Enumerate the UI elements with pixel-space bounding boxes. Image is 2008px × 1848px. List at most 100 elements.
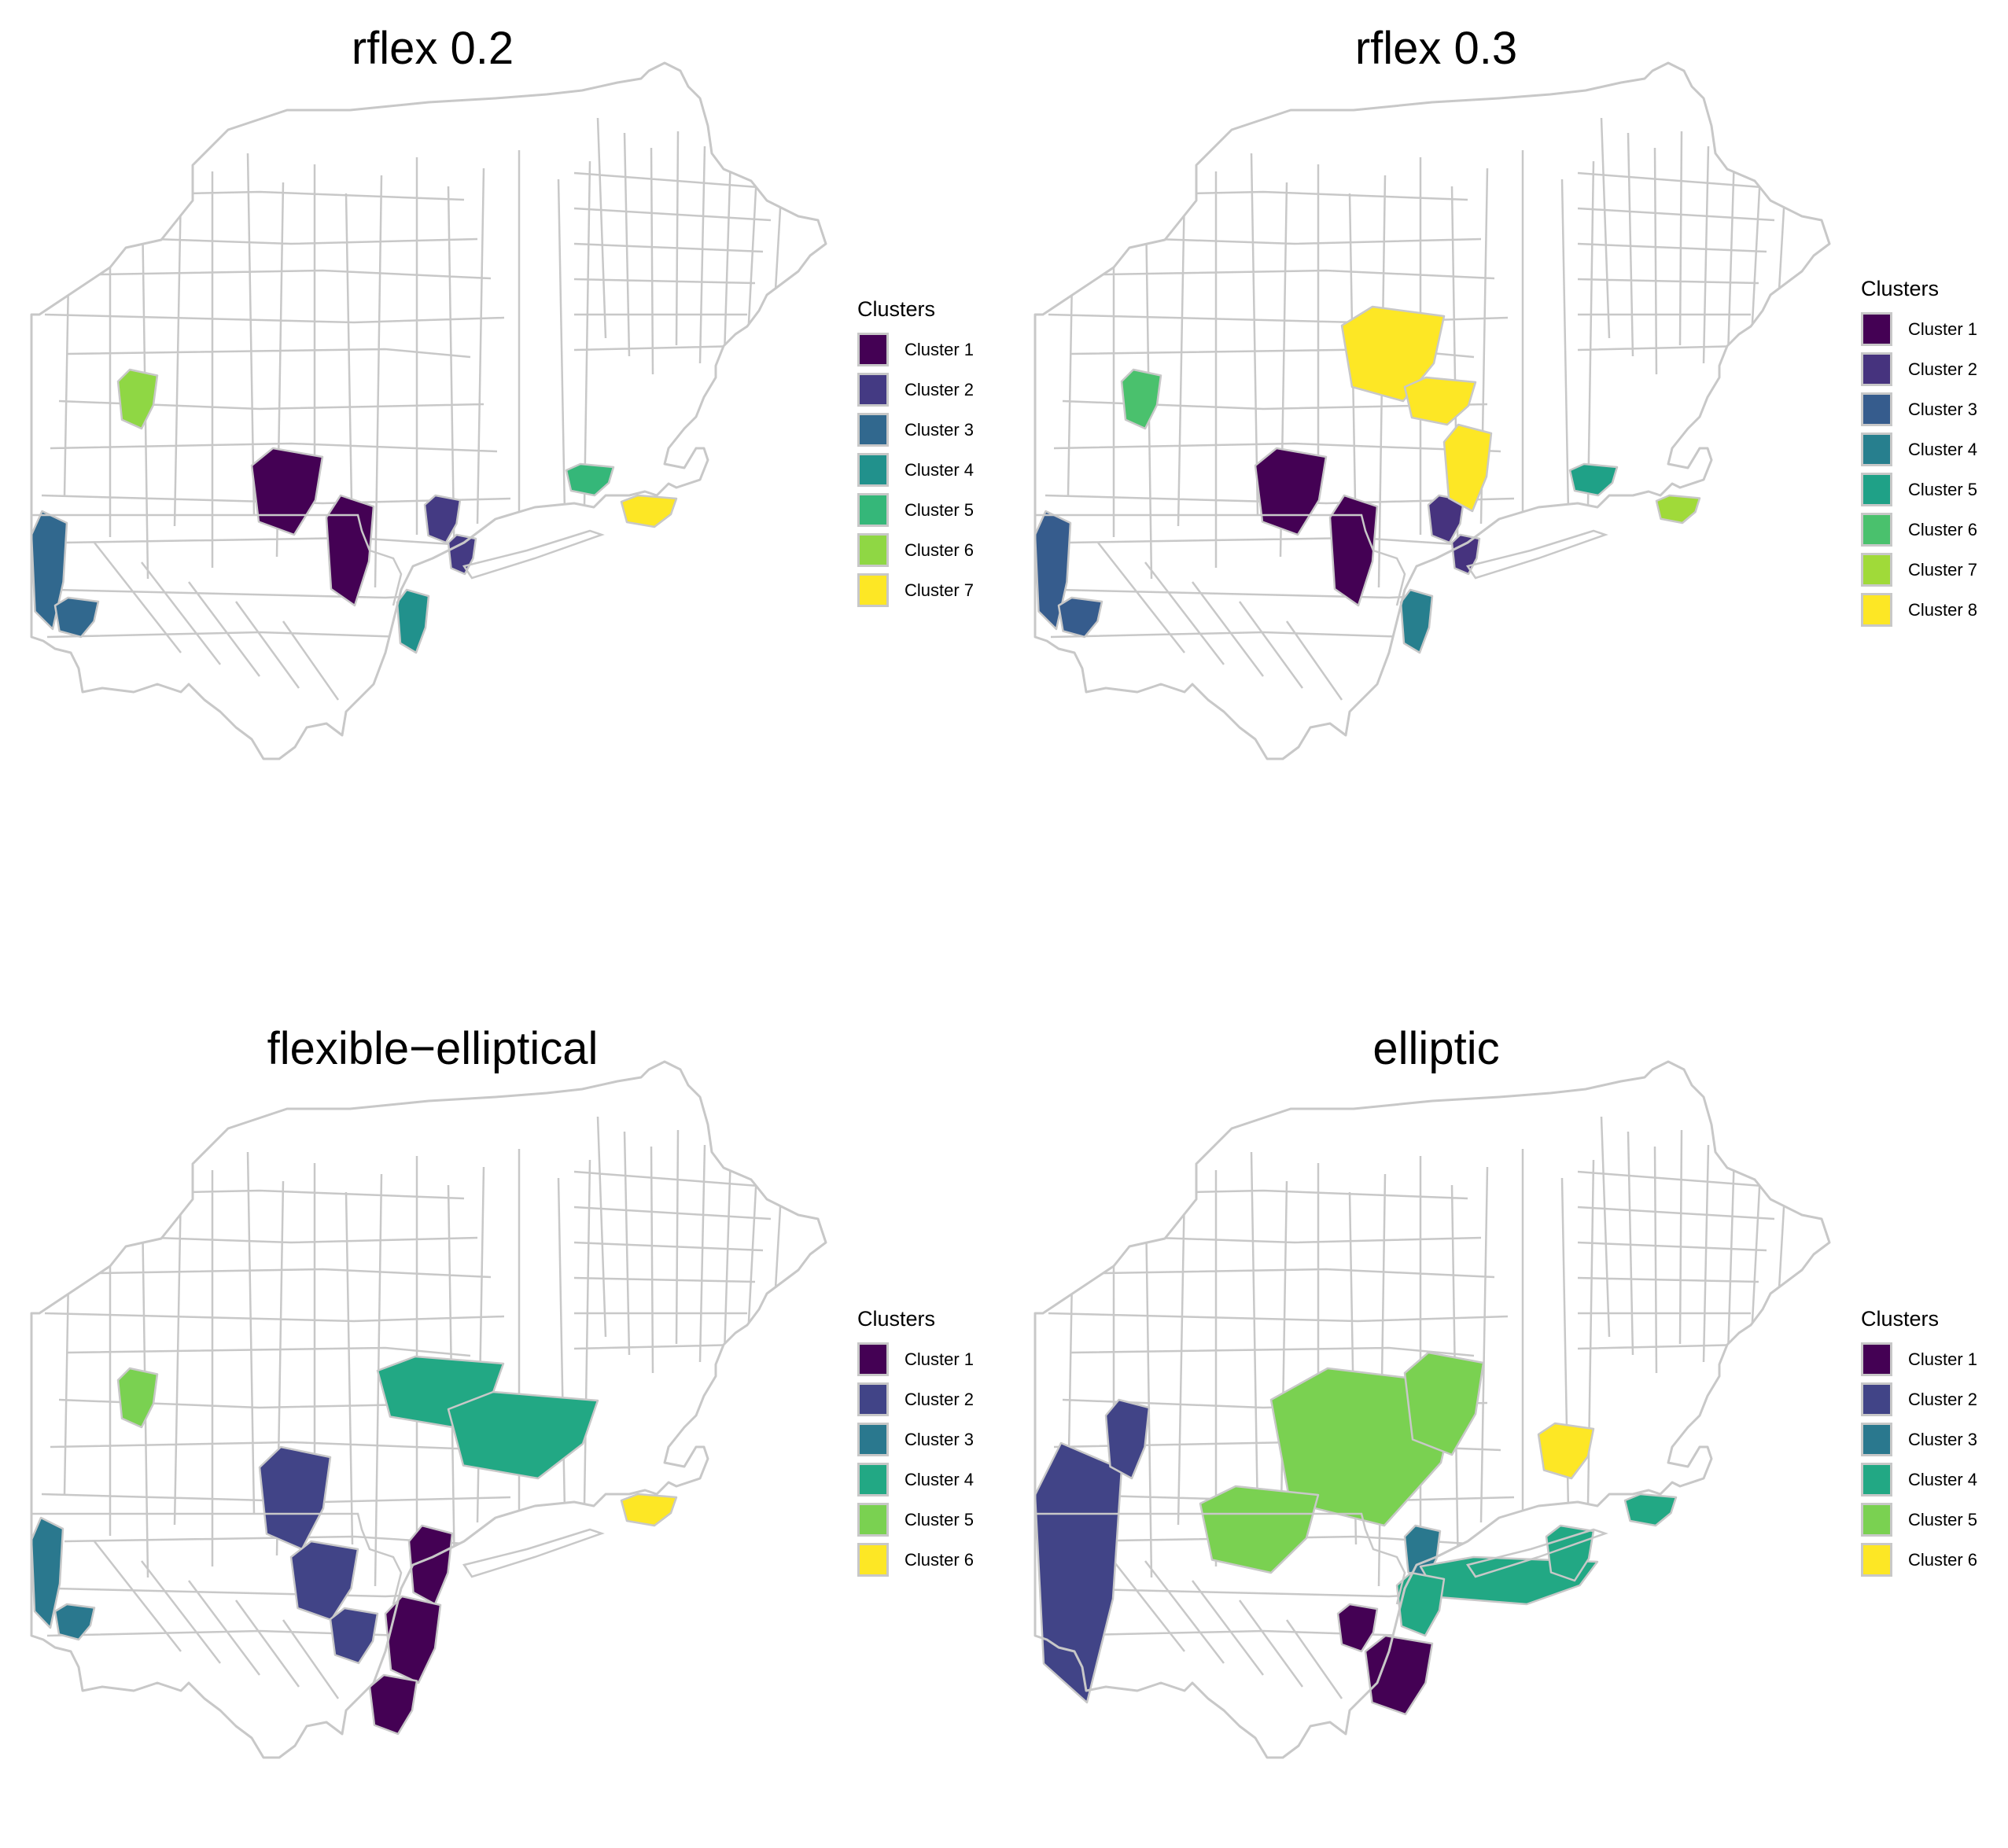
cluster-region <box>407 1524 454 1606</box>
legend-label: Cluster 1 <box>905 1349 975 1369</box>
legend-swatch <box>1861 473 1892 506</box>
cluster-region <box>1104 1398 1151 1480</box>
legend-item: Cluster 1 <box>1861 309 1977 349</box>
cluster-region <box>1623 1493 1678 1527</box>
cluster-region <box>1450 533 1481 576</box>
legend-label: Cluster 3 <box>1908 1429 1978 1449</box>
cluster-region <box>1254 447 1328 536</box>
cluster-region <box>1655 494 1701 525</box>
region-outline <box>30 1060 827 1759</box>
legend-label: Cluster 6 <box>905 539 975 560</box>
cluster-region <box>116 1367 159 1429</box>
cluster-region <box>423 494 462 544</box>
region-map <box>30 1060 827 1759</box>
legend-item: Cluster 1 <box>857 329 974 370</box>
legend-swatch <box>857 453 889 487</box>
cluster-region <box>1033 1441 1123 1704</box>
cluster-region <box>1537 1422 1595 1480</box>
cluster-region <box>1336 1603 1379 1653</box>
legend-item: Cluster 5 <box>1861 1500 1977 1540</box>
state-border <box>31 514 403 606</box>
legend-item: Cluster 2 <box>1861 349 1977 389</box>
cluster-region <box>1328 494 1379 607</box>
cluster-region <box>289 1540 359 1622</box>
legend-label: Cluster 7 <box>905 580 975 600</box>
cluster-region <box>1057 596 1103 639</box>
cluster-region <box>1340 305 1446 403</box>
map-panel-flexible-elliptical: flexible−elliptical Clusters Cluster 1 Cl… <box>0 924 1004 1848</box>
legend-item: Cluster 4 <box>1861 429 1977 469</box>
county-borders <box>39 1116 787 1699</box>
cluster-region <box>250 447 324 536</box>
legend-label: Cluster 5 <box>1908 479 1978 499</box>
legend-swatch <box>857 493 889 527</box>
region-outline <box>1033 61 1831 760</box>
county-border-lines <box>1042 1116 1790 1699</box>
map-panel-rflex-02: rflex 0.2 Clusters Cluster 1 Cluster 2 Clu… <box>0 0 1004 924</box>
legend-swatch <box>1861 513 1892 547</box>
legend-swatch <box>857 573 889 607</box>
cluster-region <box>1403 376 1477 426</box>
legend: Clusters Cluster 1 Cluster 2 Cluster 3 Clus… <box>857 1307 974 1580</box>
legend-swatch <box>1861 1423 1892 1456</box>
legend-label: Cluster 2 <box>1908 359 1978 379</box>
region-outline <box>30 61 827 760</box>
legend-item: Cluster 6 <box>857 530 974 570</box>
legend-swatch <box>857 1382 889 1416</box>
cluster-region <box>396 588 430 654</box>
cluster-region <box>447 533 477 576</box>
legend-item: Cluster 5 <box>857 490 974 530</box>
panel-title: elliptic <box>1372 1023 1500 1074</box>
cluster-region <box>53 596 100 639</box>
cluster-region <box>1403 1351 1485 1456</box>
legend-item: Cluster 7 <box>857 570 974 610</box>
county-border-lines <box>39 117 787 701</box>
long-island-outline <box>1465 529 1608 580</box>
legend-label: Cluster 2 <box>905 1389 975 1409</box>
cluster-region <box>329 1607 379 1665</box>
legend-item: Cluster 3 <box>1861 1419 1977 1460</box>
legend-swatch <box>1861 433 1892 466</box>
panel-title: rflex 0.2 <box>351 23 514 74</box>
legend-item: Cluster 4 <box>857 1460 974 1500</box>
legend-item: Cluster 2 <box>857 1379 974 1419</box>
legend-item: Cluster 5 <box>857 1500 974 1540</box>
county-border-lines <box>39 1116 787 1699</box>
panel-title: rflex 0.3 <box>1354 23 1518 74</box>
legend-item: Cluster 1 <box>1861 1339 1977 1379</box>
cluster-region <box>258 1445 332 1551</box>
cluster-region <box>368 1673 418 1736</box>
legend-label: Cluster 4 <box>1908 439 1978 459</box>
cluster-region <box>116 368 159 430</box>
region-outline <box>1033 1060 1831 1759</box>
legend-label: Cluster 1 <box>1908 318 1978 339</box>
legend-label: Cluster 6 <box>1908 1549 1978 1570</box>
cluster-region <box>620 494 678 528</box>
state-border <box>31 1512 403 1605</box>
legend-label: Cluster 6 <box>905 1549 975 1570</box>
legend-item: Cluster 6 <box>1861 1540 1977 1580</box>
legend-swatch <box>1861 593 1892 627</box>
legend-swatch <box>1861 1342 1892 1376</box>
long-island-outline <box>462 529 605 580</box>
state-border <box>1035 514 1406 606</box>
cluster-region <box>384 1595 442 1684</box>
legend-label: Cluster 1 <box>1908 1349 1978 1369</box>
legend-label: Cluster 7 <box>1908 559 1978 580</box>
cluster-region <box>447 1390 599 1480</box>
region-map <box>1033 1060 1831 1759</box>
legend-label: Cluster 2 <box>905 379 975 399</box>
legend-label: Cluster 3 <box>905 1429 975 1449</box>
legend-label: Cluster 3 <box>1908 399 1978 419</box>
legend-label: Cluster 4 <box>905 1469 975 1489</box>
legend-label: Cluster 8 <box>1908 599 1978 620</box>
legend-label: Cluster 5 <box>1908 1509 1978 1530</box>
legend-label: Cluster 1 <box>905 339 975 359</box>
legend-swatch <box>1861 553 1892 587</box>
county-borders <box>1042 1116 1790 1699</box>
legend-swatch <box>857 373 889 407</box>
cluster-region <box>1427 494 1465 544</box>
legend: Clusters Cluster 1 Cluster 2 Cluster 3 Clus… <box>1861 1307 1977 1580</box>
legend-item: Cluster 2 <box>1861 1379 1977 1419</box>
cluster-region <box>53 1603 96 1641</box>
